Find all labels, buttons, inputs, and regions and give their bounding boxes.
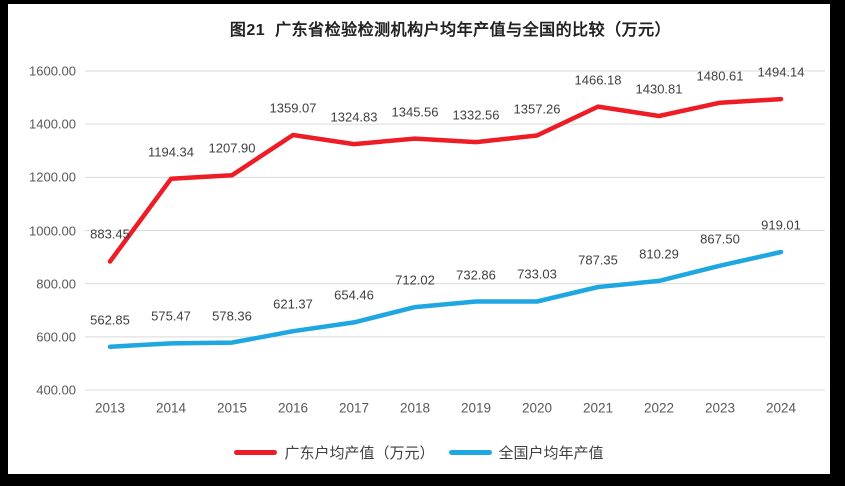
legend-item-national: 全国户均年产值: [448, 442, 604, 463]
national-data-label: 732.86: [456, 267, 496, 282]
national-data-label: 733.03: [517, 266, 557, 282]
national-data-label: 654.46: [334, 287, 374, 303]
national-line-swatch-icon: [448, 449, 492, 455]
y-tick-label: 1600.00: [29, 63, 76, 79]
guangdong-data-label: 1332.56: [452, 107, 500, 123]
x-tick-label: 2024: [765, 400, 797, 416]
chart-frame: 图21 广东省检验检测机构户均年产值与全国的比较（万元） 883.45 1194.…: [8, 4, 830, 474]
y-tick-label: 600.00: [36, 329, 76, 345]
guangdong-data-label: 883.45: [90, 226, 130, 242]
guangdong-data-label: 1207.90: [208, 140, 256, 156]
chart-title: 图21 广东省检验检测机构户均年产值与全国的比较（万元）: [229, 22, 672, 39]
national-data-label: 621.37: [273, 296, 313, 312]
x-tick-label: 2015: [216, 400, 248, 416]
guangdong-data-label: 1324.83: [330, 109, 378, 125]
guangdong-data-label: 1194.34: [147, 144, 195, 160]
national-series-line: [107, 249, 784, 349]
x-tick-label: 2019: [460, 400, 492, 416]
guangdong-data-label: 1494.14: [757, 64, 805, 80]
legend-item-guangdong: 广东户均产值（万元）: [234, 442, 435, 463]
guangdong-line-swatch-icon: [234, 449, 278, 455]
guangdong-data-label: 1345.56: [391, 104, 439, 120]
legend: 广东户均产值（万元） 全国户均年产值: [8, 438, 830, 466]
guangdong-data-label: 1359.07: [269, 100, 317, 116]
x-tick-label: 2014: [155, 400, 187, 416]
x-tick-label: 2016: [277, 400, 309, 416]
guangdong-data-label: 1466.18: [574, 72, 622, 88]
y-tick-label: 1400.00: [29, 116, 76, 132]
national-data-label: 787.35: [578, 252, 618, 268]
guangdong-data-label: 1430.81: [635, 81, 683, 97]
x-tick-label: 2018: [399, 400, 431, 416]
y-tick-label: 800.00: [36, 276, 76, 292]
x-tick-label: 2021: [582, 400, 614, 416]
x-tick-label: 2017: [338, 400, 370, 416]
x-tick-label: 2022: [643, 400, 675, 416]
national-data-label: 562.85: [90, 312, 130, 328]
plot-area: [85, 70, 825, 391]
x-tick-label: 2013: [94, 400, 126, 416]
national-data-label: 712.02: [395, 272, 435, 288]
y-tick-label: 1200.00: [29, 169, 76, 185]
x-tick-label: 2020: [521, 400, 553, 416]
y-tick-label: 1000.00: [29, 223, 76, 238]
national-data-label: 575.47: [151, 308, 191, 324]
national-data-label: 867.50: [700, 231, 740, 247]
national-data-label: 578.36: [212, 308, 252, 324]
national-data-label: 810.29: [639, 246, 679, 262]
guangdong-data-label: 1357.26: [513, 101, 561, 117]
guangdong-data-label: 1480.61: [696, 68, 744, 84]
legend-label-guangdong: 广东户均产值（万元）: [284, 444, 435, 462]
y-tick-label: 400.00: [36, 382, 76, 398]
national-data-label: 919.01: [761, 217, 801, 233]
legend-label-national: 全国户均年产值: [498, 444, 604, 462]
x-tick-label: 2023: [704, 400, 736, 416]
guangdong-series-line: [107, 96, 784, 264]
